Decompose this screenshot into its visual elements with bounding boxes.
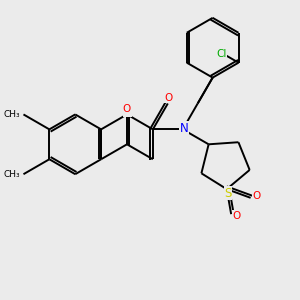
Text: O: O bbox=[252, 191, 260, 201]
Text: Cl: Cl bbox=[216, 49, 226, 59]
Text: O: O bbox=[123, 106, 132, 116]
Text: S: S bbox=[224, 187, 232, 200]
Text: O: O bbox=[123, 104, 131, 114]
Text: CH₃: CH₃ bbox=[3, 110, 20, 119]
Text: N: N bbox=[179, 122, 188, 135]
Text: CH₃: CH₃ bbox=[3, 170, 20, 179]
Text: O: O bbox=[233, 211, 241, 220]
Text: O: O bbox=[164, 93, 172, 103]
